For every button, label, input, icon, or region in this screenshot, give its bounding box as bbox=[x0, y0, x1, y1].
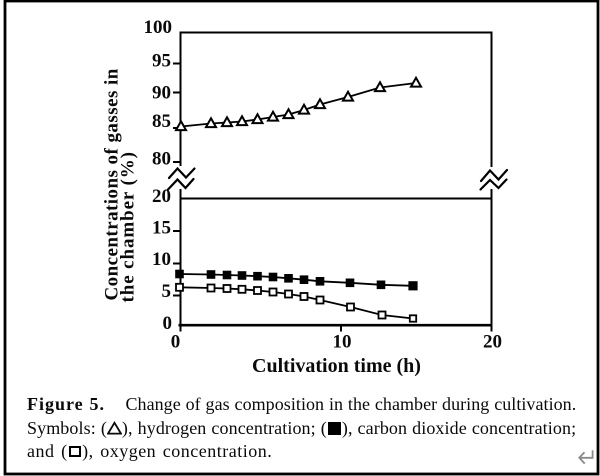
svg-text:the chamber (%): the chamber (%) bbox=[118, 151, 139, 302]
svg-text:90: 90 bbox=[152, 83, 171, 104]
svg-text:10: 10 bbox=[333, 332, 352, 353]
svg-text:0: 0 bbox=[163, 313, 173, 334]
svg-text:95: 95 bbox=[152, 51, 171, 72]
svg-text:15: 15 bbox=[152, 218, 171, 239]
svg-text:0: 0 bbox=[171, 332, 181, 353]
svg-text:20: 20 bbox=[152, 186, 171, 207]
svg-text:Cultivation time (h): Cultivation time (h) bbox=[252, 355, 421, 377]
svg-text:20: 20 bbox=[483, 332, 502, 353]
svg-text:85: 85 bbox=[152, 111, 171, 132]
svg-text:10: 10 bbox=[152, 249, 171, 270]
svg-text:100: 100 bbox=[144, 17, 173, 38]
svg-text:Concentrations of gasses in: Concentrations of gasses in bbox=[102, 68, 123, 300]
svg-text:5: 5 bbox=[162, 281, 172, 302]
svg-text:80: 80 bbox=[152, 149, 171, 170]
